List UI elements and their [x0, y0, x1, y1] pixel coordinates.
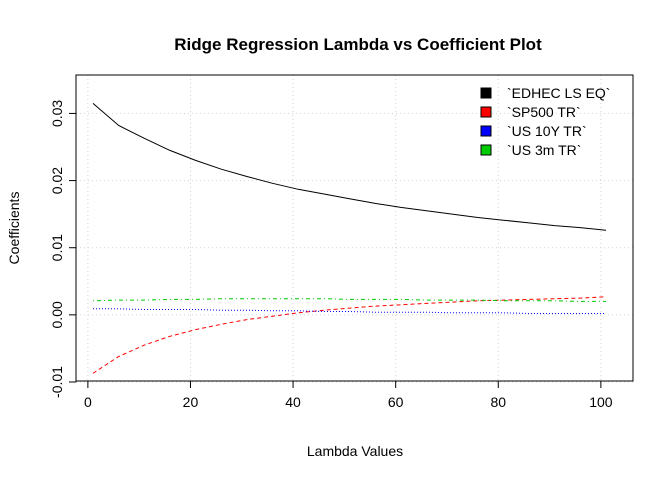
y-axis-label: Coefficients [6, 192, 22, 265]
x-tick-label: 40 [285, 394, 301, 410]
legend-swatch [480, 87, 492, 99]
legend-swatch [480, 125, 492, 137]
x-axis: 0 20 40 60 80 100 [84, 380, 613, 410]
legend-label: `SP500 TR` [507, 104, 581, 120]
x-axis-label: Lambda Values [307, 443, 403, 459]
x-tick-label: 0 [84, 394, 92, 410]
x-tick-label: 20 [183, 394, 199, 410]
series-line-3 [93, 308, 606, 314]
plot-box [75, 74, 634, 382]
y-tick-label: 0.03 [49, 100, 65, 127]
x-tick-label: 60 [388, 394, 404, 410]
series-line-2 [92, 296, 607, 374]
legend-label: `EDHEC LS EQ` [507, 85, 610, 101]
series-group [92, 103, 607, 374]
x-tick-label: 100 [589, 394, 613, 410]
legend: `EDHEC LS EQ` `SP500 TR` `US 10Y TR` `US 3m… [480, 85, 610, 158]
y-tick-label: 0.02 [49, 167, 65, 194]
chart-title: Ridge Regression Lambda vs Coefficient P… [174, 35, 542, 54]
series-line-4 [92, 298, 606, 302]
x-tick-label: 80 [490, 394, 506, 410]
y-tick-label: -0.01 [49, 366, 65, 398]
grid [76, 75, 633, 383]
legend-swatch [480, 144, 492, 156]
y-axis: -0.01 0.00 0.01 0.02 0.03 [49, 100, 77, 398]
y-tick-label: 0.00 [49, 301, 65, 328]
legend-label: `US 3m TR` [507, 142, 581, 158]
series-line-1 [92, 103, 607, 231]
legend-label: `US 10Y TR` [507, 123, 587, 139]
y-tick-label: 0.01 [49, 234, 65, 261]
legend-swatch [480, 106, 492, 118]
